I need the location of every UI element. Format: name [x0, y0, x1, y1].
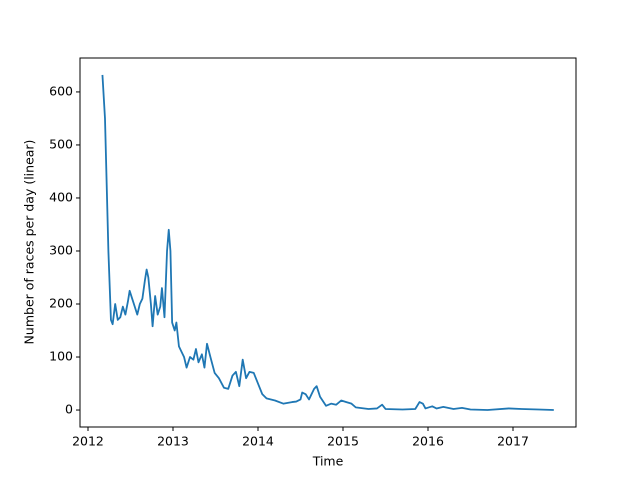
x-tick-label: 2017	[497, 434, 529, 449]
x-axis-label: Time	[312, 454, 344, 469]
x-tick-label: 2014	[242, 434, 274, 449]
x-tick-label: 2015	[327, 434, 359, 449]
axes-frame	[79, 57, 577, 428]
x-tick-label: 2012	[72, 434, 104, 449]
y-tick-label: 300	[49, 242, 73, 257]
y-tick-label: 200	[49, 296, 73, 311]
y-tick-label: 400	[49, 189, 73, 204]
data-line	[101, 74, 554, 411]
y-tick-label: 0	[65, 402, 73, 417]
x-tick-label: 2016	[412, 434, 444, 449]
y-tick-label: 500	[49, 136, 73, 151]
y-tick-label: 100	[49, 349, 73, 364]
y-tick-label: 600	[49, 83, 73, 98]
y-axis-label: Number of races per day (linear)	[22, 140, 37, 345]
x-tick-label: 2013	[157, 434, 189, 449]
